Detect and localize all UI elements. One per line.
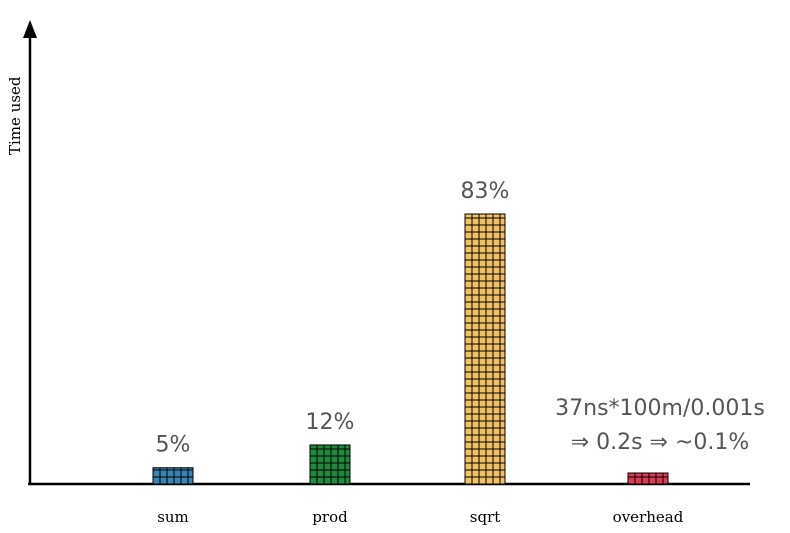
data-labels: 5% 12% 83% — [156, 179, 510, 458]
data-label-sqrt: 83% — [461, 179, 510, 204]
bar-grid-sqrt — [465, 214, 505, 484]
data-label-sum: 5% — [156, 433, 191, 458]
bar-sum — [152, 467, 194, 485]
bar-prod — [309, 444, 351, 485]
bar-grid-sum — [153, 467, 193, 484]
bar-sqrt — [464, 213, 506, 485]
bar-rect-overhead — [627, 472, 669, 485]
annotation-line-1: 37ns*100m/0.001s — [555, 396, 765, 421]
x-tick-labels: sum prod sqrt overhead — [157, 508, 684, 526]
bars-group — [152, 213, 669, 485]
bar-overhead — [627, 472, 669, 485]
y-axis-label: Time used — [6, 76, 24, 155]
bar-rect-prod — [309, 444, 351, 485]
bar-rect-sum — [152, 467, 194, 485]
bar-grid-prod — [310, 444, 350, 484]
x-tick-sum: sum — [157, 508, 189, 526]
x-tick-overhead: overhead — [613, 508, 684, 526]
y-axis-arrow — [23, 20, 37, 38]
data-label-prod: 12% — [306, 410, 355, 435]
annotation-line-2: ⇒ 0.2s ⇒ ~0.1% — [571, 430, 750, 455]
bar-grid-overhead — [628, 473, 668, 484]
bar-rect-sqrt — [464, 213, 506, 485]
x-tick-prod: prod — [312, 508, 348, 526]
x-tick-sqrt: sqrt — [470, 508, 501, 526]
